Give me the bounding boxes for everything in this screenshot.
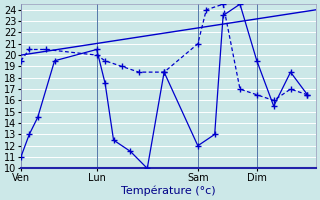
X-axis label: Température (°c): Température (°c) (121, 185, 216, 196)
